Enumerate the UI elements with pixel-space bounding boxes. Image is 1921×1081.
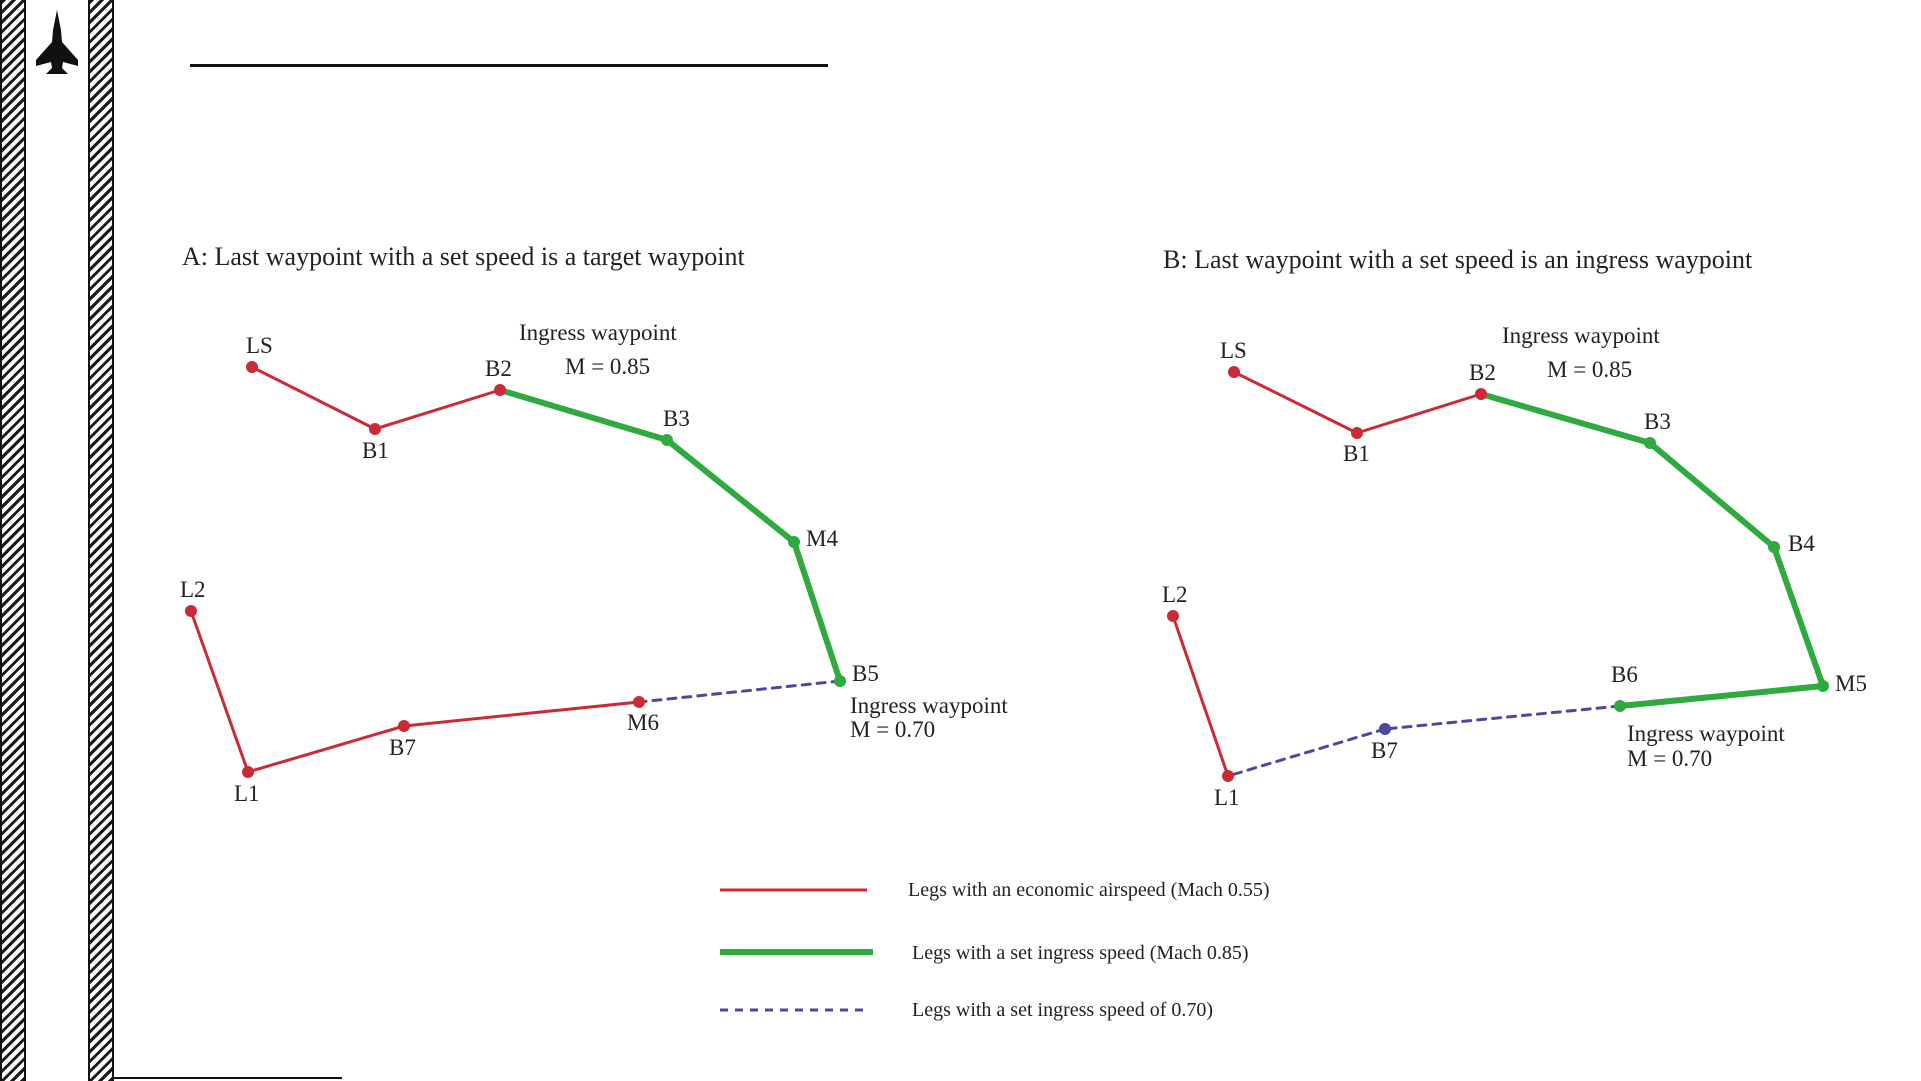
inner-hatched-border bbox=[88, 0, 114, 1081]
waypoint-b7 bbox=[398, 720, 410, 732]
panel-b-waypoints: LS B1 B2 B3 B4 M5 B6 B7 L1 L2 bbox=[1162, 338, 1867, 810]
leg-m6-b7 bbox=[402, 700, 641, 728]
waypoint-b1 bbox=[1351, 427, 1363, 439]
waypoint-label-b1: B1 bbox=[1343, 441, 1370, 466]
waypoint-label-l1: L1 bbox=[1214, 785, 1240, 810]
waypoint-label-b3: B3 bbox=[663, 406, 690, 431]
waypoint-label-b7: B7 bbox=[1371, 738, 1398, 763]
panel-a-ingress-note-title: Ingress waypoint bbox=[519, 320, 677, 345]
waypoint-ls bbox=[1228, 366, 1240, 378]
waypoint-b3 bbox=[661, 434, 673, 446]
panel-a-b5-note-mach: M = 0.70 bbox=[850, 717, 935, 742]
waypoint-label-ls: LS bbox=[246, 333, 273, 358]
legend: Legs with an economic airspeed (Mach 0.5… bbox=[720, 879, 1270, 1021]
leg-b2-b3 bbox=[1478, 391, 1653, 446]
waypoint-b7 bbox=[1379, 723, 1391, 735]
waypoint-label-l1: L1 bbox=[234, 781, 260, 806]
leg-l1-l2 bbox=[1171, 614, 1230, 778]
leg-b1-b2 bbox=[373, 388, 502, 431]
waypoint-b3 bbox=[1644, 437, 1656, 449]
waypoint-label-b2: B2 bbox=[1469, 360, 1496, 385]
panel-b-ingress-note-mach: M = 0.85 bbox=[1547, 357, 1632, 382]
leg-m5-b6 bbox=[1617, 683, 1826, 709]
legend-label-set070: Legs with a set ingress speed of 0.70) bbox=[912, 999, 1213, 1021]
leg-l1-l2 bbox=[189, 609, 250, 774]
waypoint-label-b3: B3 bbox=[1644, 409, 1671, 434]
panel-a-title: A: Last waypoint with a set speed is a t… bbox=[182, 242, 746, 271]
waypoint-label-l2: L2 bbox=[180, 577, 206, 602]
panel-b-b6-note-title: Ingress waypoint bbox=[1627, 721, 1785, 746]
waypoint-m4 bbox=[788, 536, 800, 548]
waypoint-label-m6: M6 bbox=[627, 710, 659, 735]
panel-a-waypoints: LS B1 B2 B3 M4 B5 M6 B7 L1 L2 bbox=[180, 333, 879, 806]
waypoint-b4 bbox=[1768, 541, 1780, 553]
waypoint-label-l2: L2 bbox=[1162, 582, 1188, 607]
legend-label-ingress: Legs with a set ingress speed (Mach 0.85… bbox=[912, 942, 1249, 964]
footer-rule bbox=[112, 1077, 342, 1079]
panel-b-ingress-note-title: Ingress waypoint bbox=[1502, 323, 1660, 348]
leg-b5-m6 bbox=[637, 679, 842, 704]
waypoint-label-b5: B5 bbox=[852, 661, 879, 686]
waypoint-ls bbox=[246, 361, 258, 373]
waypoint-b1 bbox=[369, 423, 381, 435]
panel-a-legs bbox=[189, 365, 843, 774]
waypoint-l1 bbox=[1222, 770, 1234, 782]
leg-b7-l1 bbox=[1226, 727, 1387, 778]
leg-m4-b5 bbox=[791, 539, 843, 684]
waypoint-label-b2: B2 bbox=[485, 356, 512, 381]
leg-ls-b1 bbox=[250, 365, 377, 431]
leg-b4-m5 bbox=[1771, 544, 1826, 689]
waypoint-label-b1: B1 bbox=[362, 438, 389, 463]
panel-a-ingress-note-mach: M = 0.85 bbox=[565, 354, 650, 379]
leg-ls-b1 bbox=[1232, 370, 1359, 435]
leg-b6-b7 bbox=[1383, 704, 1622, 731]
waypoint-b6 bbox=[1614, 700, 1626, 712]
waypoint-l2 bbox=[1167, 610, 1179, 622]
waypoint-l1 bbox=[242, 766, 254, 778]
waypoint-m5 bbox=[1817, 680, 1829, 692]
waypoint-b2 bbox=[494, 384, 506, 396]
leg-b3-m4 bbox=[664, 437, 797, 545]
waypoint-l2 bbox=[185, 605, 197, 617]
leg-b7-l1 bbox=[246, 724, 406, 774]
waypoint-label-b4: B4 bbox=[1788, 531, 1815, 556]
panel-a-b5-note-title: Ingress waypoint bbox=[850, 693, 1008, 718]
waypoint-label-m5: M5 bbox=[1835, 671, 1867, 696]
waypoint-label-b6: B6 bbox=[1611, 662, 1638, 687]
header-rule bbox=[190, 64, 828, 67]
waypoint-label-b7: B7 bbox=[389, 735, 416, 760]
waypoint-m6 bbox=[633, 696, 645, 708]
leg-b1-b2 bbox=[1355, 392, 1483, 435]
panel-b: B: Last waypoint with a set speed is an … bbox=[1162, 245, 1867, 810]
panel-b-title: B: Last waypoint with a set speed is an … bbox=[1163, 245, 1753, 274]
waypoint-label-ls: LS bbox=[1220, 338, 1247, 363]
left-hatched-border bbox=[0, 0, 26, 1081]
panel-b-legs bbox=[1171, 370, 1826, 778]
panel-b-b6-note-mach: M = 0.70 bbox=[1627, 746, 1712, 771]
legend-label-economic: Legs with an economic airspeed (Mach 0.5… bbox=[908, 879, 1270, 901]
waypoint-b5 bbox=[834, 675, 846, 687]
leg-b3-b4 bbox=[1647, 440, 1777, 550]
jet-silhouette-icon bbox=[36, 10, 78, 74]
panel-a: A: Last waypoint with a set speed is a t… bbox=[180, 242, 1008, 806]
waypoint-b2 bbox=[1475, 388, 1487, 400]
leg-b2-b3 bbox=[497, 387, 670, 443]
waypoint-label-m4: M4 bbox=[806, 526, 838, 551]
